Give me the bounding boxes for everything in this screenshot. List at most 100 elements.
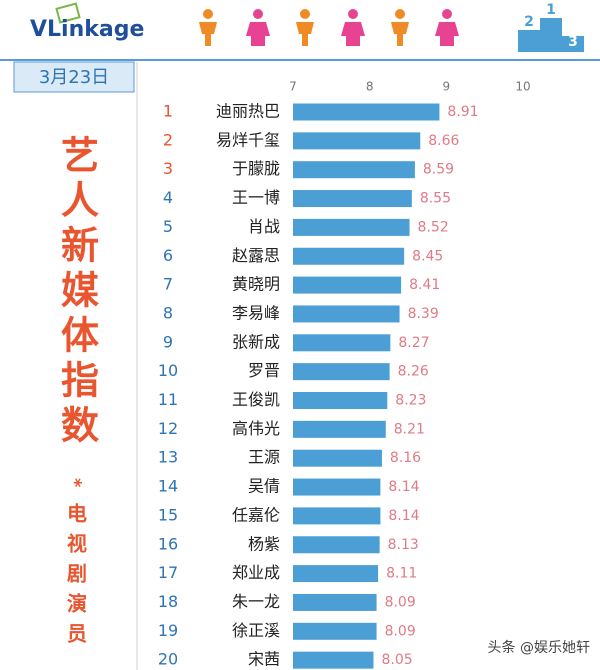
bar — [293, 190, 412, 208]
side-mark: * — [64, 478, 85, 488]
y-tick-label: 迪丽热巴 — [216, 102, 280, 121]
value-label: 8.11 — [386, 566, 417, 582]
podium-label: 2 — [524, 14, 534, 30]
value-label: 8.27 — [398, 335, 429, 351]
y-tick-label: 赵露思 — [232, 246, 280, 265]
rank: 3 — [163, 159, 173, 178]
y-tick-label: 吴倩 — [248, 477, 280, 496]
bar — [293, 103, 440, 121]
rank: 13 — [158, 448, 178, 467]
bar — [293, 593, 377, 611]
y-tick-label: 郑业成 — [232, 563, 280, 582]
rank: 10 — [158, 361, 178, 380]
side-title: 艺人新媒体指数 — [55, 135, 99, 450]
x-tick-label: 10 — [515, 80, 530, 94]
bar — [293, 420, 386, 438]
y-tick-label: 罗晋 — [248, 361, 280, 380]
value-label: 8.55 — [420, 191, 451, 207]
y-tick-label: 李易峰 — [232, 303, 280, 322]
rank: 15 — [158, 505, 178, 524]
bar — [293, 132, 421, 150]
y-tick-label: 王源 — [248, 448, 280, 467]
value-label: 8.91 — [447, 104, 478, 120]
y-tick-label: 于朦胧 — [232, 159, 280, 178]
value-label: 8.13 — [388, 537, 419, 553]
y-tick-label: 王俊凯 — [232, 390, 280, 409]
y-tick-label: 王一博 — [232, 188, 280, 207]
value-label: 8.23 — [395, 393, 426, 409]
rank: 1 — [163, 102, 173, 121]
bar — [293, 651, 374, 669]
x-tick-label: 8 — [366, 80, 374, 94]
rank: 14 — [158, 477, 178, 496]
value-label: 8.09 — [385, 623, 416, 639]
logo: VLinkage — [30, 17, 144, 42]
bar — [293, 507, 381, 525]
y-tick-label: 杨紫 — [248, 534, 280, 553]
y-tick-label: 朱一龙 — [232, 592, 280, 611]
podium-label: 3 — [568, 34, 578, 50]
value-label: 8.09 — [385, 594, 416, 610]
rank: 18 — [158, 592, 178, 611]
bar — [293, 565, 379, 583]
y-tick-label: 肖战 — [248, 217, 280, 236]
bar — [293, 478, 381, 496]
x-tick-label: 7 — [289, 80, 297, 94]
x-tick-label: 9 — [443, 80, 451, 94]
bar — [293, 622, 377, 640]
y-tick-label: 张新成 — [232, 332, 280, 351]
bar — [293, 449, 382, 467]
logo-icon — [55, 2, 81, 24]
podium-label: 1 — [546, 2, 556, 18]
rank: 7 — [163, 275, 173, 294]
value-label: 8.05 — [382, 652, 413, 668]
date: 3月23日 — [39, 67, 109, 88]
watermark-bg — [468, 636, 596, 660]
y-tick-label: 宋茜 — [248, 650, 280, 669]
value-label: 8.26 — [398, 364, 429, 380]
value-label: 8.45 — [412, 248, 443, 264]
rank: 9 — [163, 332, 173, 351]
bar — [293, 334, 391, 352]
value-label: 8.16 — [390, 450, 421, 466]
rank: 2 — [163, 130, 173, 149]
value-label: 8.39 — [408, 306, 439, 322]
y-tick-label: 易烊千玺 — [216, 130, 280, 149]
rank: 5 — [163, 217, 173, 236]
value-label: 8.41 — [409, 277, 440, 293]
date-box — [13, 61, 135, 93]
value-label: 8.52 — [418, 219, 449, 235]
bar — [293, 392, 388, 409]
bar — [293, 305, 400, 323]
side-subtitle: 电视剧演员 — [64, 503, 88, 653]
bar — [293, 536, 380, 554]
value-label: 8.14 — [388, 508, 419, 524]
rank: 6 — [163, 246, 173, 265]
bar — [293, 218, 410, 236]
bar — [293, 161, 415, 179]
rank: 4 — [163, 188, 173, 207]
rank: 12 — [158, 419, 178, 438]
value-label: 8.14 — [388, 479, 419, 495]
watermark: 头条 @娱乐她轩 — [488, 639, 590, 656]
people-icons — [199, 9, 459, 46]
y-tick-label: 徐正溪 — [232, 621, 280, 640]
rank: 16 — [158, 534, 178, 553]
bar — [293, 363, 390, 381]
rank: 11 — [158, 390, 178, 409]
value-label: 8.59 — [423, 162, 454, 178]
rank: 19 — [158, 621, 178, 640]
bar — [293, 247, 405, 265]
podium: 2 1 3 — [518, 2, 584, 52]
rank: 20 — [158, 650, 178, 669]
value-label: 8.66 — [428, 133, 459, 149]
bar — [293, 276, 402, 294]
y-tick-label: 黄晓明 — [232, 275, 280, 294]
y-tick-label: 高伟光 — [232, 419, 280, 438]
rank: 8 — [163, 303, 173, 322]
rank: 17 — [158, 563, 178, 582]
y-tick-label: 任嘉伦 — [232, 505, 280, 524]
value-label: 8.21 — [394, 421, 425, 437]
plot: 7 8 9 10 1 迪丽热巴 8.91 2 易烊千玺 8.66 3 于朦胧 8.59 4 王一博 8.55 5… — [158, 80, 531, 669]
